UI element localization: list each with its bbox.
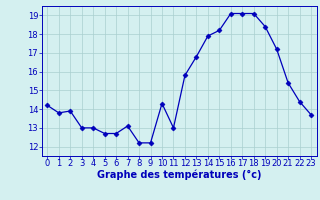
X-axis label: Graphe des températures (°c): Graphe des températures (°c) bbox=[97, 170, 261, 180]
